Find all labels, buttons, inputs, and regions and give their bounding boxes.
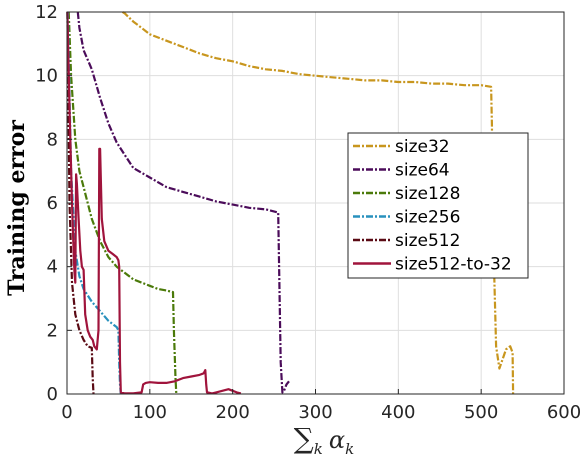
series-line-size512-to-32 [66,11,242,395]
x-tick-label: 600 [547,402,581,423]
y-tick-label: 12 [35,2,58,23]
legend-label: size512 [395,231,460,251]
x-tick-label: 0 [61,402,72,423]
x-tick-label: 100 [133,402,167,423]
legend-label: size32 [395,137,450,157]
legend-label: size512-to-32 [395,255,512,275]
series-line-size128 [67,11,178,395]
series-line-size512 [66,11,95,395]
series-lines [66,11,515,395]
x-tick-label: 400 [381,402,415,423]
y-tick-label: 6 [47,193,58,214]
axis-ticks: 0 100 200 300 400 500 600 0 2 4 6 8 10 12 [35,2,581,423]
y-tick-label: 4 [47,257,58,278]
x-tick-label: 300 [298,402,332,423]
series-line-size64 [76,11,290,394]
y-tick-label: 8 [47,129,58,150]
alpha-subscript: k [345,440,354,458]
y-tick-label: 0 [47,384,58,405]
x-tick-label: 500 [464,402,498,423]
alpha-symbol: α [329,426,345,454]
legend-label: size256 [395,208,460,228]
legend-label: size128 [395,184,460,204]
series-line-size32 [121,11,515,395]
x-axis-label: ∑k αk [294,422,354,458]
y-tick-label: 10 [35,66,58,87]
sum-symbol: ∑ [294,422,314,455]
y-axis-label: Training error [4,120,30,296]
x-tick-label: 200 [215,402,249,423]
legend-label: size64 [395,161,450,181]
legend: size32 size64 size128 size256 size512 size512… [347,132,529,279]
sum-index: k [314,440,323,458]
y-tick-label: 2 [47,320,58,341]
legend-box [347,132,529,279]
